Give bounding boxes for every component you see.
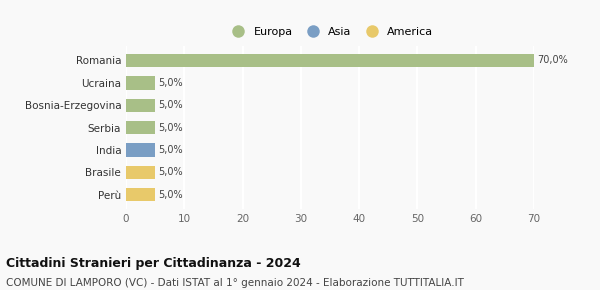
Text: Cittadini Stranieri per Cittadinanza - 2024: Cittadini Stranieri per Cittadinanza - 2… [6,257,301,270]
Text: 5,0%: 5,0% [158,167,182,177]
Text: 5,0%: 5,0% [158,145,182,155]
Bar [126,166,155,179]
Text: 70,0%: 70,0% [537,55,568,66]
Text: 5,0%: 5,0% [158,100,182,110]
Text: 5,0%: 5,0% [158,123,182,133]
Legend: Europa, Asia, America: Europa, Asia, America [223,23,437,41]
Bar [126,76,155,90]
Text: COMUNE DI LAMPORO (VC) - Dati ISTAT al 1° gennaio 2024 - Elaborazione TUTTITALIA: COMUNE DI LAMPORO (VC) - Dati ISTAT al 1… [6,278,464,288]
Bar [126,121,155,134]
Text: 5,0%: 5,0% [158,190,182,200]
Bar [126,99,155,112]
Bar [126,188,155,202]
Text: 5,0%: 5,0% [158,78,182,88]
Bar [126,54,534,67]
Bar [126,143,155,157]
